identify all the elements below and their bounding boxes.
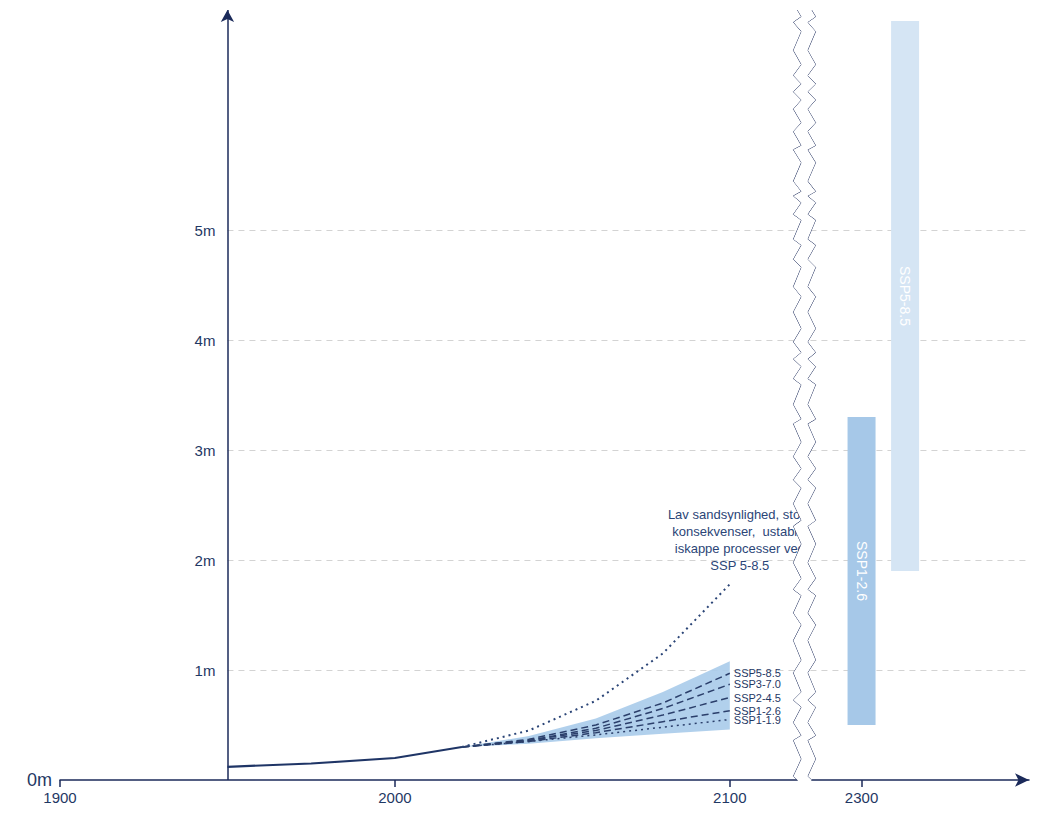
- svg-text:SSP5-8.5: SSP5-8.5: [733, 667, 781, 680]
- svg-text:1900: 1900: [43, 789, 76, 806]
- svg-text:SSP1-2.6: SSP1-2.6: [854, 541, 870, 601]
- svg-text:0m: 0m: [27, 770, 52, 790]
- svg-text:iskappe processer ved: iskappe processer ved: [675, 541, 805, 556]
- svg-text:SSP1-1.9: SSP1-1.9: [734, 714, 781, 726]
- svg-text:2000: 2000: [378, 789, 411, 806]
- svg-text:SSP2-4.5: SSP2-4.5: [734, 692, 781, 704]
- svg-text:SSP 5-8.5: SSP 5-8.5: [710, 558, 769, 573]
- svg-text:Lav sandsynlighed, store: Lav sandsynlighed, store: [668, 507, 812, 522]
- svg-text:3m: 3m: [195, 442, 216, 459]
- svg-text:4m: 4m: [195, 332, 216, 349]
- svg-text:konsekvenser, ustabile: konsekvenser, ustabile: [672, 524, 807, 539]
- svg-text:SSP3-7.0: SSP3-7.0: [734, 678, 781, 690]
- svg-text:1m: 1m: [195, 662, 216, 679]
- svg-text:5m: 5m: [195, 222, 216, 239]
- svg-text:2100: 2100: [713, 789, 746, 806]
- svg-text:SSP1-2.6: SSP1-2.6: [733, 704, 781, 717]
- svg-text:2m: 2m: [195, 552, 216, 569]
- svg-text:2300: 2300: [845, 789, 878, 806]
- svg-text:SSP5-8.5: SSP5-8.5: [897, 266, 913, 326]
